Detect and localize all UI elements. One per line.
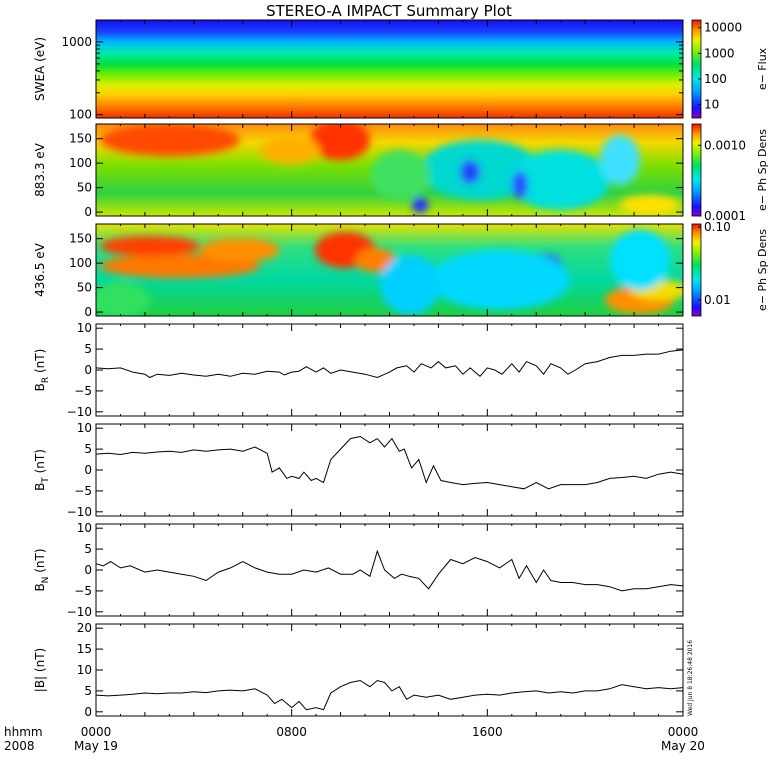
y-tick-label: 5 (84, 542, 92, 556)
spectrogram-image (96, 124, 683, 216)
plot-timestamp-stamp: Wed Jun 8 18:26:48 2016 (687, 640, 694, 716)
panel-frame (95, 323, 684, 417)
y-tick-label: 50 (77, 281, 92, 295)
x-tick-date-label: May 20 (661, 739, 705, 753)
y-tick-label: 0 (84, 363, 92, 377)
x-tick-label: 0800 (276, 725, 307, 739)
x-tick-date-label: May 19 (74, 739, 118, 753)
y-tick-label: 10 (77, 421, 92, 435)
y-tick-label: 100 (69, 156, 92, 170)
y-tick-label: −10 (67, 505, 92, 519)
y-tick-label: 50 (77, 181, 92, 195)
y-axis-label-unit: (nT) (33, 349, 47, 377)
colorbar-tick-label: 10 (704, 98, 719, 112)
colorbar-scale (691, 19, 702, 119)
y-axis-label-main: |B| (33, 676, 47, 692)
y-tick-label: 0 (84, 463, 92, 477)
chart-title: STEREO-A IMPACT Summary Plot (266, 2, 512, 20)
x-axis-corner-label: 2008 (4, 739, 35, 753)
panel-bmag: 0 5 10 15 20 |B| (nT) (33, 621, 684, 719)
y-axis-label: 436.5 eV (33, 242, 47, 297)
y-axis-label: 883.3 eV (33, 142, 47, 197)
panel-swea: 100 1000 SWEA (eV) 10 100 1000 10000 e− Flux (33, 19, 769, 122)
y-tick-label: 0 (84, 205, 92, 219)
y-axis-label-main: B (33, 383, 47, 391)
colorbar-tick-label: 1000 (704, 46, 735, 60)
y-axis-label: BT (nT) (33, 449, 51, 491)
colorbar-label: e− Ph Sp Dens (756, 129, 769, 211)
y-axis-label-unit: (nT) (33, 648, 47, 676)
colorbar-scale (691, 223, 702, 317)
spectrogram-image (96, 224, 683, 316)
y-axis-label-main: B (33, 583, 47, 591)
colorbar-tick-label: 0.0001 (704, 209, 746, 223)
panel-br: −10 −5 0 5 10 BR (nT) (33, 321, 684, 419)
panel-bt: −10 −5 0 5 10 BT (nT) (33, 421, 684, 519)
colorbar-label: e− Ph Sp Dens (756, 229, 769, 311)
y-axis-label-subscript: T (41, 477, 51, 484)
panel-pad-883: 0 50 100 150 883.3 eV 0.0001 0.0010 e− Ph Sp De… (33, 123, 769, 223)
y-tick-label: 5 (84, 442, 92, 456)
y-tick-label: 100 (69, 256, 92, 270)
y-tick-label: −5 (74, 384, 92, 398)
y-axis-label: BR (nT) (33, 349, 51, 392)
series-line-bn (95, 549, 684, 592)
colorbar-tick-label: 100 (704, 72, 727, 86)
y-axis-label-unit: (nT) (33, 449, 47, 477)
colorbar-tick-label: 0.01 (704, 293, 731, 307)
y-tick-label: 20 (77, 621, 92, 635)
y-tick-label: 100 (69, 108, 92, 122)
colorbar-pad-436: 0.01 0.10 e− Ph Sp Dens (691, 220, 769, 317)
panel-pad-436: 0 50 100 150 436.5 eV 0.01 0.10 e− Ph Sp Dens (33, 220, 769, 319)
x-tick-label: 1600 (472, 725, 503, 739)
series-line-bmag (95, 679, 684, 711)
y-tick-label: −5 (74, 484, 92, 498)
y-tick-label: 0 (84, 563, 92, 577)
y-axis-label-main: B (33, 483, 47, 491)
y-tick-label: 150 (69, 232, 92, 246)
y-tick-label: −10 (67, 605, 92, 619)
y-tick-label: 0 (84, 705, 92, 719)
y-axis-label: SWEA (eV) (33, 37, 47, 101)
colorbar-tick-label: 0.0010 (704, 138, 746, 152)
y-tick-label: 5 (84, 342, 92, 356)
y-axis-label: BN (nT) (33, 548, 51, 591)
y-tick-label: 1000 (61, 35, 92, 49)
panel-bn: −10 −5 0 5 10 BN (nT) (33, 521, 684, 619)
y-axis-label-subscript: N (41, 577, 51, 584)
x-tick-label: 0000 (81, 725, 112, 739)
y-tick-label: −10 (67, 405, 92, 419)
x-tick-label: 0000 (668, 725, 699, 739)
colorbar-tick-label: 10000 (704, 21, 742, 35)
y-tick-label: 150 (69, 132, 92, 146)
x-axis-corner-label: hhmm (4, 725, 43, 739)
y-tick-label: 5 (84, 684, 92, 698)
y-tick-label: 10 (77, 321, 92, 335)
y-axis-label: |B| (nT) (33, 648, 47, 692)
panel-frame (95, 623, 684, 717)
y-tick-label: 0 (84, 305, 92, 319)
y-tick-label: 10 (77, 663, 92, 677)
spectrogram-image (96, 20, 683, 118)
panel-frame (95, 423, 684, 517)
y-tick-label: 15 (77, 642, 92, 656)
colorbar-tick-label: 0.10 (704, 220, 731, 234)
colorbar-pad-883: 0.0001 0.0010 e− Ph Sp Dens (691, 123, 769, 223)
y-tick-label: −5 (74, 584, 92, 598)
y-tick-label: 10 (77, 521, 92, 535)
colorbar-scale (691, 123, 702, 217)
colorbar-label: e− Flux (756, 47, 769, 90)
series-line-br (95, 349, 684, 379)
y-axis-label-unit: (nT) (33, 548, 47, 576)
series-line-bt (95, 435, 684, 490)
panel-frame (95, 523, 684, 617)
colorbar-swea: 10 100 1000 10000 e− Flux (691, 19, 769, 119)
y-axis-label-subscript: R (41, 377, 51, 383)
